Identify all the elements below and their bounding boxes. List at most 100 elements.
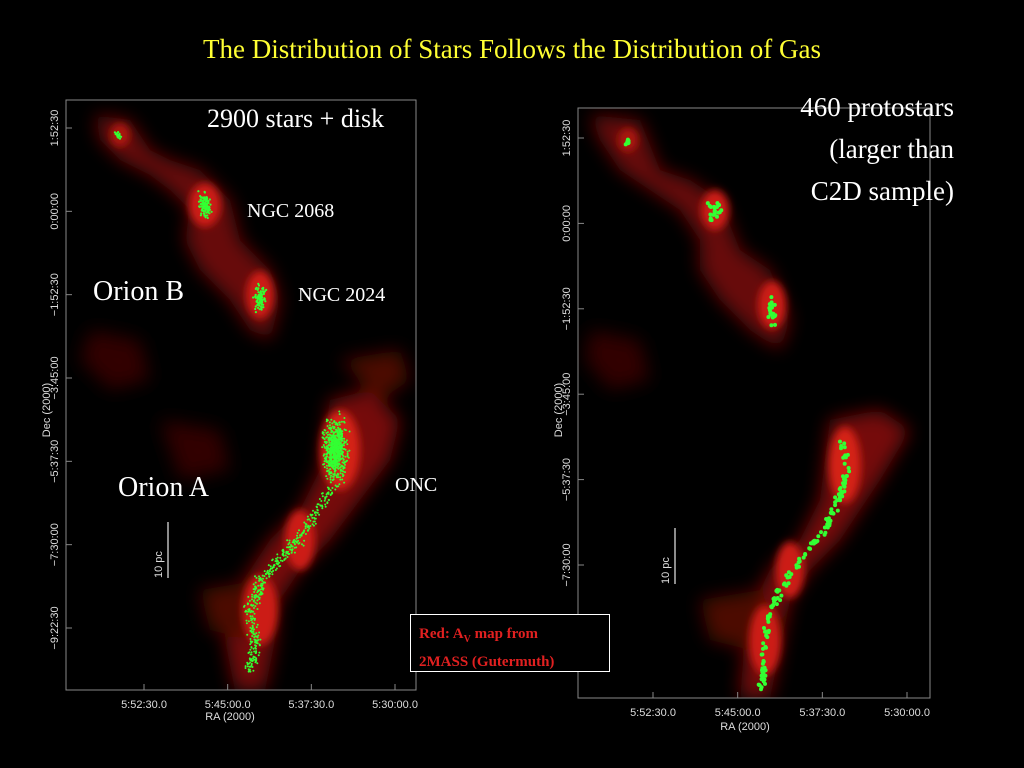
star-point (252, 669, 255, 672)
star-point (252, 633, 255, 636)
star-point (323, 499, 326, 502)
star-point (326, 467, 329, 470)
star-point (257, 638, 260, 641)
star-point (343, 481, 346, 484)
star-point (318, 498, 321, 500)
star-point (335, 443, 337, 446)
star-point (331, 446, 333, 449)
star-point (270, 571, 273, 573)
star-point (205, 197, 208, 200)
star-point (208, 212, 211, 215)
star-point (338, 446, 341, 449)
star-point (327, 438, 330, 441)
star-point (251, 624, 254, 627)
star-point (255, 641, 258, 644)
star-point (312, 524, 315, 527)
star-point (204, 208, 207, 211)
star-point (316, 503, 319, 506)
star-point (332, 435, 335, 438)
star-point (825, 522, 830, 527)
star-point (286, 539, 289, 542)
star-point (258, 651, 261, 654)
star-point (314, 522, 317, 525)
label-ngc2024: NGC 2024 (298, 284, 386, 306)
star-point (314, 514, 317, 517)
star-point (717, 210, 722, 215)
left-map: 10 pc 5:52:30.0 5:45:00.0 5:37:30.0 5:30:00… (41, 99, 418, 723)
star-point (247, 620, 250, 623)
star-point (261, 579, 264, 582)
star-point (316, 509, 319, 512)
star-point (324, 497, 327, 500)
star-point (203, 202, 207, 205)
star-point (325, 436, 328, 438)
star-point (320, 500, 323, 502)
star-point (328, 499, 330, 501)
star-point (198, 205, 201, 208)
star-point (255, 647, 257, 650)
star-point (257, 654, 260, 657)
star-point (838, 486, 843, 490)
star-point (254, 585, 257, 588)
star-point (328, 471, 331, 474)
star-point (274, 569, 277, 571)
star-point (250, 619, 253, 622)
star-point (267, 564, 270, 567)
star-point (251, 666, 254, 668)
star-point (279, 556, 282, 559)
star-point (339, 478, 342, 481)
star-point (321, 436, 324, 439)
left-y-axis-label: Dec (2000) (41, 383, 53, 437)
star-point (331, 487, 334, 489)
star-point (326, 477, 329, 480)
star-point (341, 433, 343, 436)
star-point (340, 439, 343, 442)
star-point (255, 300, 258, 303)
star-point (338, 455, 341, 458)
star-point (835, 508, 840, 513)
star-point (246, 661, 249, 664)
star-point (330, 453, 333, 455)
star-point (120, 135, 123, 138)
star-point (334, 423, 337, 426)
star-point (326, 492, 329, 494)
star-point (329, 472, 332, 475)
star-point (257, 584, 260, 587)
star-point (253, 622, 256, 625)
star-point (332, 465, 335, 468)
right-x-ticks: 5:52:30.0 5:45:00.0 5:37:30.0 5:30:00.0 (630, 692, 930, 719)
star-point (208, 198, 211, 201)
star-point (326, 425, 329, 427)
y-tick-label: −1:52:30 (49, 273, 61, 316)
star-point (343, 466, 346, 469)
star-point (288, 541, 291, 544)
star-point (278, 561, 281, 564)
star-point (840, 494, 845, 499)
star-point (772, 599, 776, 604)
star-point (206, 216, 209, 220)
x-tick-label: 5:30:00.0 (884, 707, 930, 719)
star-point (323, 445, 326, 448)
star-point (336, 460, 339, 462)
star-point (325, 449, 328, 452)
star-point (769, 295, 774, 300)
star-point (330, 444, 333, 447)
star-point (336, 422, 339, 425)
star-point (328, 426, 331, 429)
star-point (341, 478, 344, 481)
star-point (243, 604, 246, 607)
star-point (261, 592, 264, 595)
star-point (332, 450, 335, 453)
star-point (335, 485, 338, 488)
star-point (258, 631, 261, 634)
star-point (281, 560, 284, 562)
star-point (833, 495, 838, 500)
star-point (338, 459, 341, 462)
star-point (278, 565, 281, 568)
star-point (254, 581, 257, 584)
star-point (759, 652, 764, 657)
star-point (118, 132, 121, 135)
star-point (207, 202, 210, 205)
star-point (202, 197, 205, 200)
star-point (331, 492, 333, 495)
